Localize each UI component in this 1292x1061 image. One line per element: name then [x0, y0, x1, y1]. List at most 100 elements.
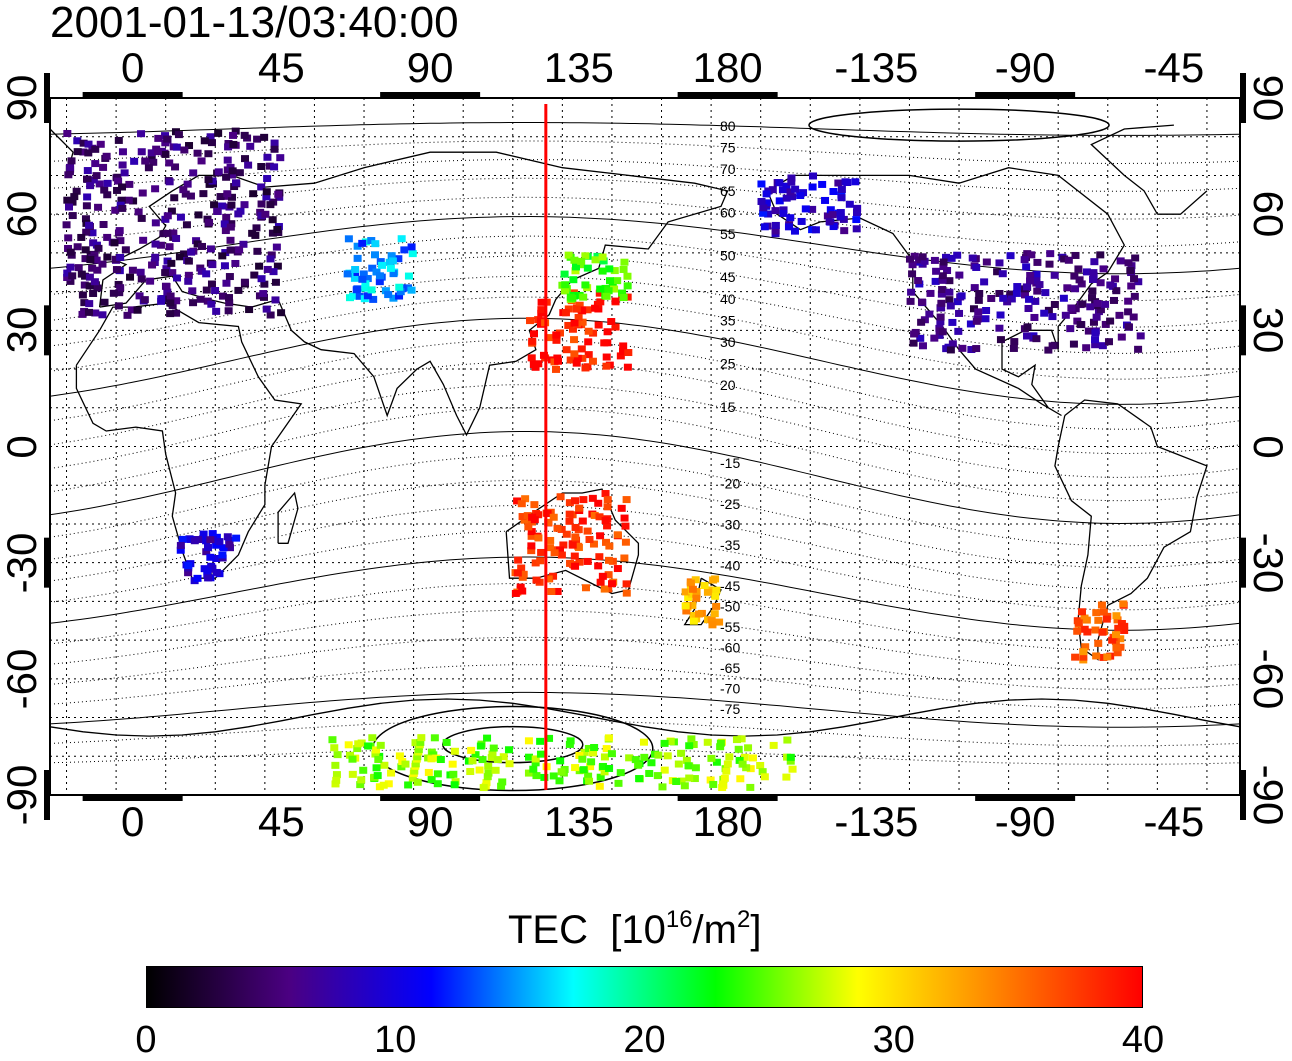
tec-cell	[128, 266, 137, 274]
tec-cell	[266, 311, 275, 319]
tec-cell	[584, 744, 593, 752]
tec-cell	[1124, 297, 1133, 305]
tec-cell	[240, 278, 249, 286]
tec-cell	[77, 233, 86, 241]
tec-cell	[601, 490, 610, 498]
tec-cell	[417, 734, 426, 742]
frame-marker-top	[82, 92, 183, 98]
tec-cell	[613, 565, 622, 573]
tec-cell	[738, 760, 747, 768]
tec-cell	[981, 315, 990, 323]
tec-cell	[137, 214, 146, 222]
tec-cell	[1041, 289, 1050, 297]
tec-cell	[70, 193, 79, 201]
tec-cell	[605, 764, 614, 772]
tec-cell	[1124, 259, 1133, 267]
tec-cell	[165, 178, 174, 186]
tec-cell	[91, 309, 100, 317]
tec-cell	[270, 139, 279, 147]
tec-cell	[1006, 290, 1015, 298]
tec-cell	[718, 780, 727, 788]
tec-cell	[660, 739, 669, 747]
tec-cell	[530, 516, 539, 524]
tec-cell	[179, 186, 188, 194]
tec-cell	[123, 311, 132, 319]
tec-cell	[212, 307, 221, 315]
longitude-tick-label: 180	[692, 798, 763, 845]
tec-cell	[1077, 608, 1086, 616]
tec-cell	[262, 193, 271, 201]
tec-cell	[413, 778, 422, 786]
tec-cell	[619, 342, 628, 350]
tec-cell	[570, 256, 579, 264]
tec-cell	[1109, 296, 1118, 304]
tec-cell	[584, 772, 593, 780]
tec-cell	[845, 200, 854, 208]
tec-cell	[234, 210, 243, 218]
tec-cell	[620, 258, 629, 266]
tec-cell	[1091, 626, 1100, 634]
tec-cell	[268, 229, 277, 237]
tec-cell	[536, 320, 545, 328]
tec-cell	[225, 299, 234, 307]
tec-cell	[450, 781, 459, 789]
contour-line	[49, 719, 1241, 747]
tec-cell	[64, 244, 73, 252]
tec-cell	[694, 610, 703, 618]
contour-line	[49, 609, 1241, 671]
tec-cell	[203, 567, 212, 575]
tec-cell	[969, 305, 978, 313]
tec-cell	[68, 272, 77, 280]
tec-cell	[660, 766, 669, 774]
tec-cell	[1022, 283, 1031, 291]
tec-cell	[689, 617, 698, 625]
tec-cell	[622, 496, 631, 504]
tec-cell	[244, 161, 253, 169]
tec-cell	[1075, 276, 1084, 284]
tec-cell	[552, 336, 561, 344]
tec-cell	[925, 310, 934, 318]
tec-cell	[534, 360, 543, 368]
tec-cell	[909, 339, 918, 347]
tec-cell	[1117, 333, 1126, 341]
contour-label: -65	[720, 660, 740, 676]
tec-cell	[521, 495, 530, 503]
tec-cell	[1063, 284, 1072, 292]
tec-cell	[165, 243, 174, 251]
tec-cell	[270, 145, 279, 153]
tec-cell	[578, 318, 587, 326]
tec-cell	[257, 163, 266, 171]
tec-cell	[206, 536, 215, 544]
tec-cell	[1098, 628, 1107, 636]
tec-cell	[148, 261, 157, 269]
tec-cell	[589, 748, 598, 756]
tec-cell	[692, 594, 701, 602]
tec-cell	[116, 284, 125, 292]
tec-cell	[1094, 616, 1103, 624]
tec-cell	[1060, 255, 1069, 263]
tec-cell	[972, 317, 981, 325]
tec-cell	[189, 169, 198, 177]
tec-cell	[137, 275, 146, 283]
tec-cell	[578, 755, 587, 763]
tec-cell	[134, 208, 143, 216]
tec-cell	[197, 157, 206, 165]
tec-cell	[363, 275, 372, 283]
tec-cell	[715, 618, 724, 626]
tec-cell	[1033, 287, 1042, 295]
tec-cell	[775, 197, 784, 205]
tec-cell	[602, 292, 611, 300]
tec-cell	[712, 602, 721, 610]
contour-label: -55	[720, 619, 740, 635]
tec-cell	[549, 513, 558, 521]
tec-cell	[83, 193, 92, 201]
longitude-tick-label: 135	[543, 798, 614, 845]
tec-cell	[605, 277, 614, 285]
tec-cell	[109, 289, 118, 297]
coastline	[683, 577, 722, 626]
tec-cell	[674, 760, 683, 768]
tec-cell	[424, 768, 433, 776]
tec-cell	[732, 736, 741, 744]
tec-cell	[73, 148, 82, 156]
contour-line	[49, 275, 1241, 354]
